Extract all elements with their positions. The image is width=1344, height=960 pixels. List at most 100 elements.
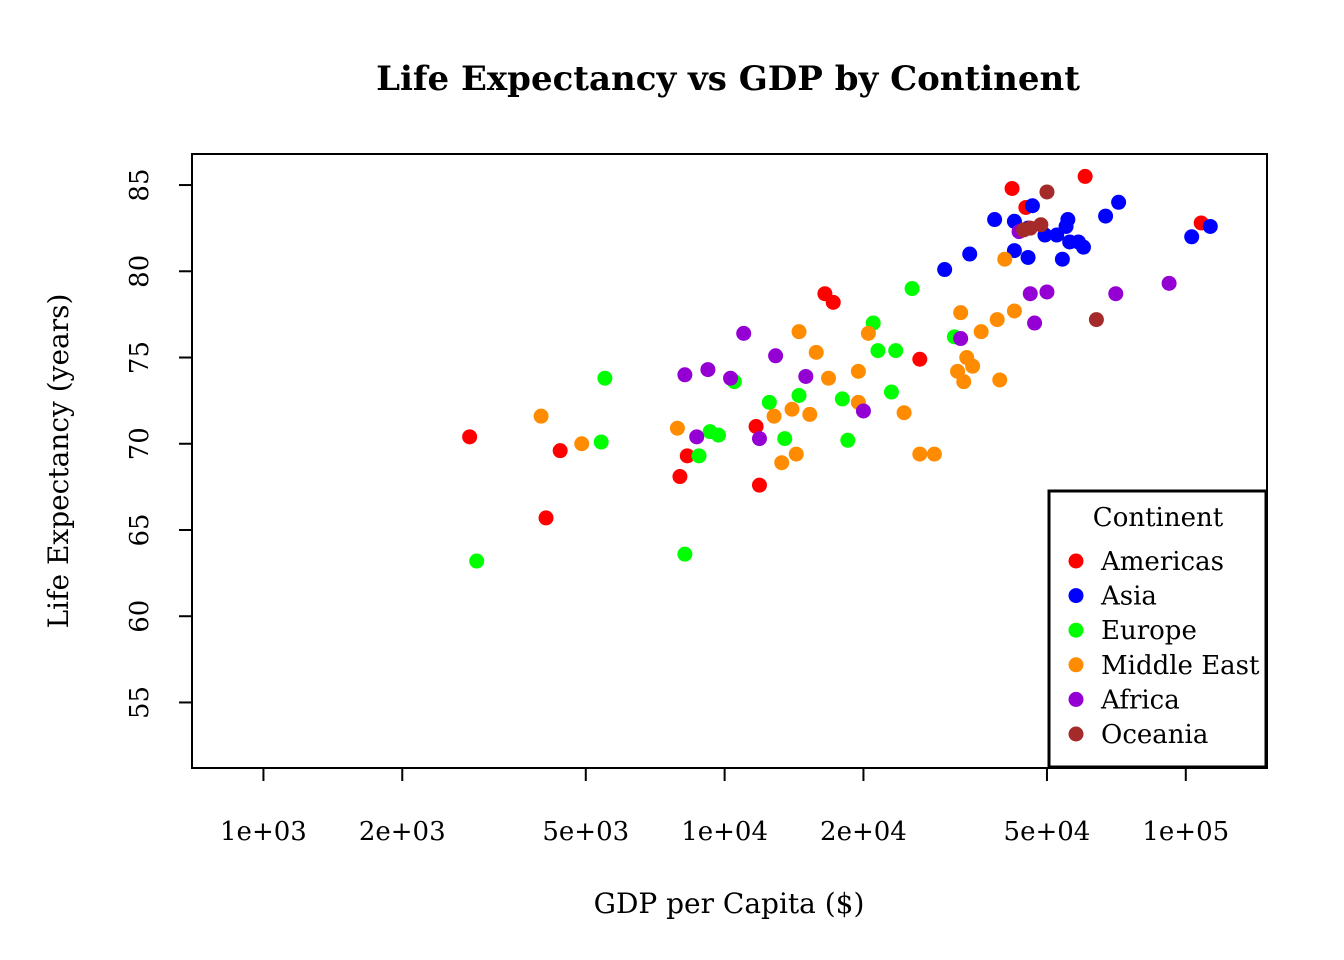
point-africa <box>1039 284 1055 300</box>
y-tick-label: 65 <box>125 513 155 546</box>
x-tick-label: 2e+03 <box>359 817 446 847</box>
point-middle-east <box>997 251 1013 267</box>
point-americas <box>538 510 554 526</box>
legend-label-asia: Asia <box>1100 582 1157 612</box>
point-middle-east <box>774 455 790 471</box>
point-africa <box>1108 286 1124 302</box>
point-asia <box>1202 218 1218 234</box>
point-europe <box>711 427 727 443</box>
x-tick-label: 1e+04 <box>681 817 768 847</box>
point-middle-east <box>850 363 866 379</box>
point-middle-east <box>574 436 590 452</box>
point-africa <box>1161 275 1177 291</box>
legend-marker-americas <box>1068 553 1084 569</box>
point-asia <box>1184 229 1200 245</box>
point-middle-east <box>791 324 807 340</box>
plot-frame <box>191 153 1268 769</box>
x-tick-label: 1e+05 <box>1142 817 1229 847</box>
point-oceania <box>1033 217 1049 233</box>
point-middle-east <box>926 446 942 462</box>
point-americas <box>912 351 928 367</box>
legend-label-middle-east: Middle East <box>1101 651 1260 681</box>
point-africa <box>953 331 969 347</box>
point-africa <box>723 370 739 386</box>
point-oceania <box>1039 184 1055 200</box>
y-tick-label: 60 <box>125 600 155 633</box>
x-tick-label: 2e+04 <box>820 817 907 847</box>
x-tick-label: 5e+04 <box>1004 817 1091 847</box>
point-asia <box>1075 239 1091 255</box>
point-asia <box>1020 249 1036 265</box>
point-asia <box>962 246 978 262</box>
point-middle-east <box>973 324 989 340</box>
legend-marker-middle-east <box>1068 657 1084 673</box>
point-africa <box>855 403 871 419</box>
legend-label-europe: Europe <box>1101 616 1197 646</box>
point-americas <box>825 294 841 310</box>
legend-marker-europe <box>1068 622 1084 638</box>
point-americas <box>751 477 767 493</box>
point-africa <box>1022 286 1038 302</box>
points-layer <box>462 168 1218 569</box>
y-tick-label: 55 <box>125 686 155 719</box>
point-europe <box>883 384 899 400</box>
legend-title: Continent <box>1093 503 1224 533</box>
legend-entries: Americas Asia Europe Middle East Africa Ocean… <box>1068 547 1260 750</box>
point-europe <box>593 434 609 450</box>
point-europe <box>691 448 707 464</box>
point-africa <box>751 431 767 447</box>
point-middle-east <box>788 446 804 462</box>
point-europe <box>904 281 920 297</box>
point-europe <box>840 432 856 448</box>
y-tick-label: 75 <box>125 341 155 374</box>
point-europe <box>677 546 693 562</box>
point-middle-east <box>784 401 800 417</box>
point-asia <box>1098 208 1114 224</box>
point-asia <box>987 212 1003 228</box>
point-africa <box>798 368 814 384</box>
point-europe <box>597 370 613 386</box>
chart-title: Life Expectancy vs GDP by Continent <box>376 59 1080 99</box>
x-axis-label: GDP per Capita ($) <box>594 887 865 920</box>
point-middle-east <box>912 446 928 462</box>
x-tick-label: 1e+03 <box>220 817 307 847</box>
point-asia <box>1054 251 1070 267</box>
point-africa <box>677 367 693 383</box>
point-africa <box>700 362 716 378</box>
legend: Continent Americas Asia Europe Middle East A… <box>1047 489 1268 769</box>
point-africa <box>689 429 705 445</box>
point-asia <box>1006 243 1022 259</box>
point-middle-east <box>992 372 1008 388</box>
point-middle-east <box>808 344 824 360</box>
point-americas <box>672 469 688 485</box>
legend-marker-africa <box>1068 691 1084 707</box>
legend-label-americas: Americas <box>1100 547 1224 577</box>
y-axis-label: Life Expectancy (years) <box>42 294 75 629</box>
point-americas <box>1004 180 1020 196</box>
point-middle-east <box>669 420 685 436</box>
point-oceania <box>1088 312 1104 328</box>
point-americas <box>679 448 695 464</box>
point-middle-east <box>821 370 837 386</box>
point-europe <box>870 343 886 359</box>
legend-box <box>1047 489 1268 769</box>
point-americas <box>462 429 478 445</box>
legend-marker-asia <box>1068 588 1084 604</box>
x-tick-label: 5e+03 <box>542 817 629 847</box>
legend-label-africa: Africa <box>1100 685 1180 715</box>
point-middle-east <box>533 408 549 424</box>
y-tick-label: 70 <box>125 427 155 460</box>
point-americas <box>748 419 764 435</box>
point-middle-east <box>896 405 912 421</box>
point-americas <box>552 443 568 459</box>
point-europe <box>777 431 793 447</box>
point-asia <box>937 262 953 278</box>
point-middle-east <box>766 408 782 424</box>
point-africa <box>1027 315 1043 331</box>
point-africa <box>736 325 752 341</box>
y-axis: 55 60 65 70 75 80 85 <box>125 168 192 719</box>
plot-area <box>191 153 1268 769</box>
point-europe <box>791 387 807 403</box>
point-asia <box>1060 212 1076 228</box>
